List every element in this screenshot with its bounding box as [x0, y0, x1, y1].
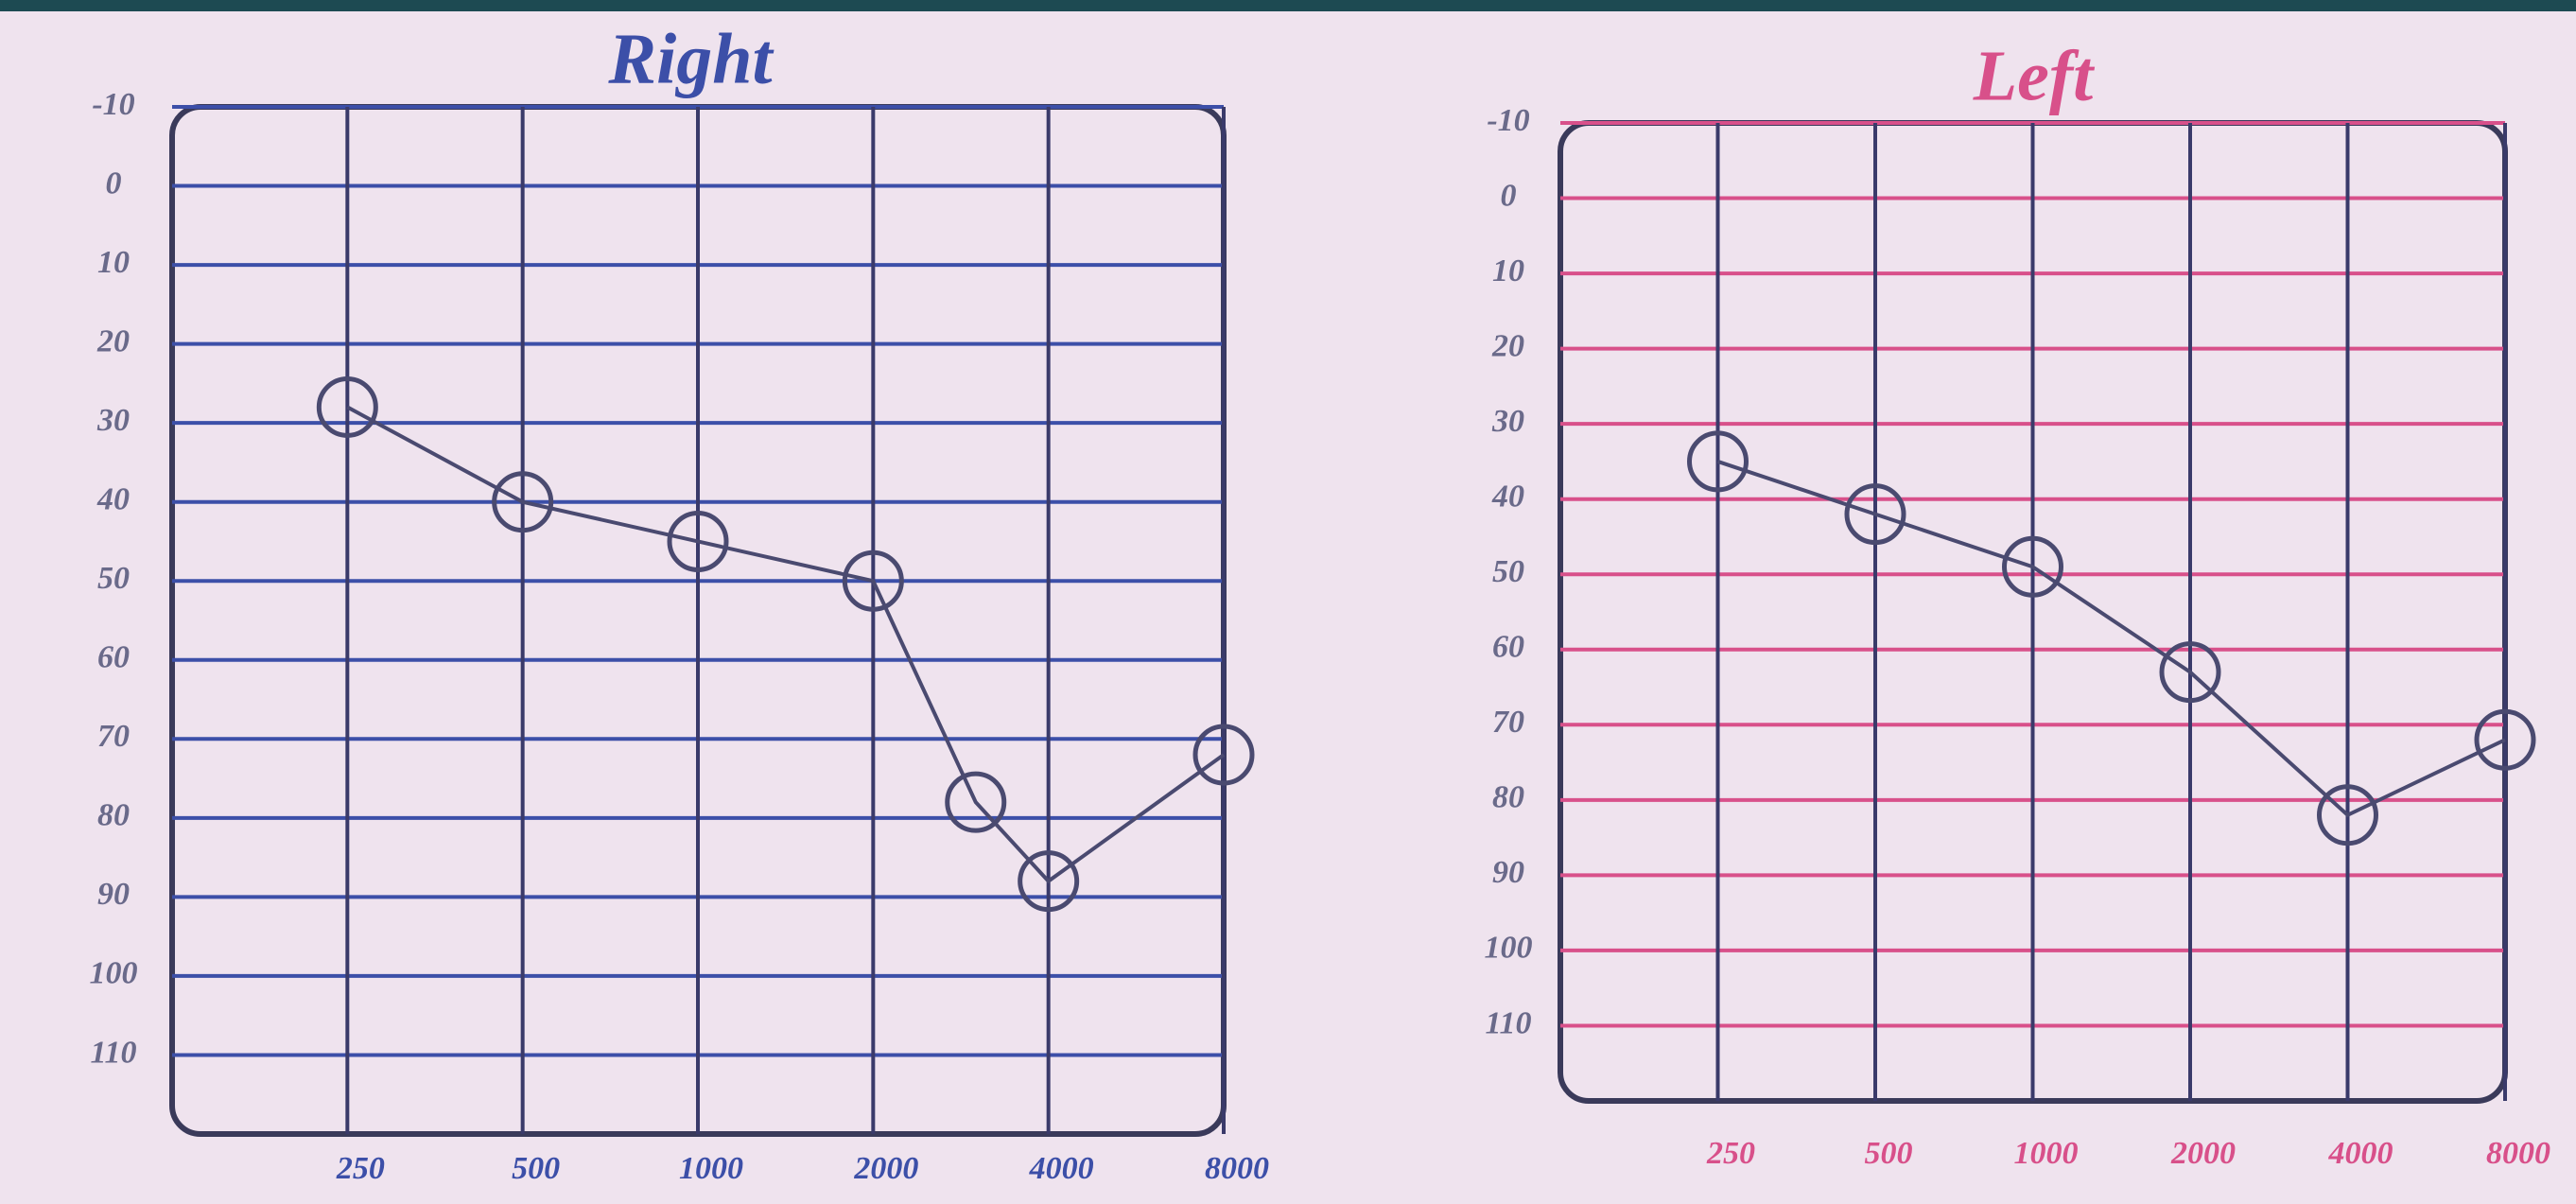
data-point — [842, 550, 904, 612]
y-tick-label: 80 — [1492, 780, 1524, 815]
x-tick-label: 1000 — [2014, 1136, 2079, 1171]
data-point — [1192, 724, 1255, 786]
y-tick-label: 10 — [97, 245, 130, 280]
y-tick-label: 70 — [1492, 705, 1524, 740]
y-tick-label: 0 — [106, 166, 122, 201]
y-tick-label: 50 — [1492, 554, 1524, 589]
y-tick-label: 10 — [1492, 253, 1524, 288]
data-point — [2159, 641, 2221, 704]
x-tick-label: 4000 — [2328, 1136, 2393, 1171]
y-tick-label: 60 — [1492, 630, 1524, 665]
y-tick-label: 80 — [97, 798, 130, 833]
data-point — [667, 510, 729, 572]
y-tick-label: 0 — [1501, 178, 1517, 213]
x-tick-label: 4000 — [1029, 1151, 1094, 1186]
y-tick-label: 110 — [90, 1035, 136, 1070]
y-tick-label: 20 — [96, 323, 130, 358]
x-tick-label: 8000 — [2486, 1136, 2550, 1171]
x-tick-label: 8000 — [1205, 1151, 1269, 1186]
y-tick-label: 40 — [1491, 479, 1524, 514]
data-point — [1687, 430, 1749, 493]
y-tick-label: -10 — [1487, 103, 1529, 138]
top-strip — [0, 0, 2576, 11]
x-tick-label: 250 — [336, 1151, 385, 1186]
y-tick-label: 60 — [97, 640, 130, 675]
data-point — [945, 771, 1007, 833]
y-tick-label: -10 — [92, 87, 134, 122]
data-point — [2317, 784, 2378, 846]
x-tick-label: 2000 — [853, 1151, 918, 1186]
data-point — [2002, 535, 2063, 598]
y-tick-label: 70 — [97, 719, 130, 754]
y-tick-label: 30 — [1491, 404, 1524, 439]
y-tick-label: 50 — [97, 561, 130, 596]
y-tick-label: 110 — [1485, 1005, 1531, 1040]
data-point — [492, 471, 554, 533]
y-tick-label: 20 — [1491, 328, 1524, 363]
data-line — [346, 405, 1226, 884]
chart-title: Left — [1973, 36, 2096, 115]
data-point — [2474, 708, 2536, 771]
x-tick-label: 500 — [512, 1151, 560, 1186]
y-tick-label: 90 — [1492, 855, 1524, 890]
y-tick-label: 40 — [96, 481, 130, 516]
data-point — [1844, 483, 1906, 546]
x-tick-label: 250 — [1706, 1136, 1755, 1171]
y-tick-label: 90 — [97, 877, 130, 912]
data-point — [316, 375, 378, 438]
chart-title: Right — [607, 19, 775, 98]
y-tick-label: 30 — [96, 403, 130, 438]
y-tick-label: 100 — [1485, 931, 1533, 966]
x-tick-label: 1000 — [679, 1151, 743, 1186]
y-tick-label: 100 — [90, 956, 138, 991]
x-tick-label: 500 — [1865, 1136, 1913, 1171]
data-point — [1018, 850, 1080, 913]
x-tick-label: 2000 — [2170, 1136, 2236, 1171]
